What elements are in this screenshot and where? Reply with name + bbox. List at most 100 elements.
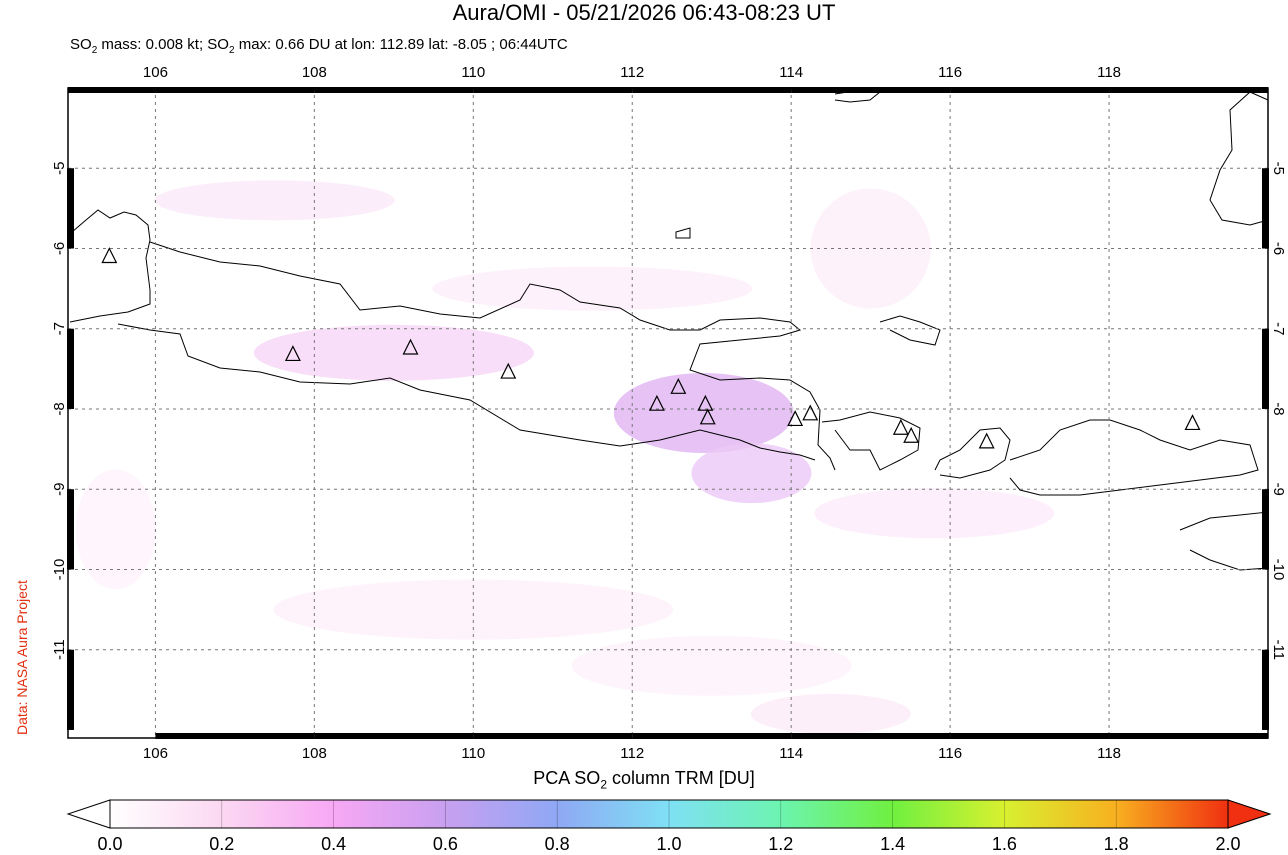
lat-label-right--10: -10 <box>1270 559 1287 581</box>
coastline-7 <box>1209 91 1269 226</box>
frame-bar-top <box>68 87 156 93</box>
lon-label-bottom-110: 110 <box>461 745 485 762</box>
colorbar-tick-label: 0.0 <box>97 834 123 854</box>
colorbar-tick-label: 1.2 <box>768 834 794 854</box>
frame-bar-left <box>67 168 74 249</box>
lat-label-left--10: -10 <box>51 559 68 581</box>
lat-label-right--11: -11 <box>1270 639 1287 660</box>
coastline-5 <box>1009 419 1259 496</box>
volcano-icon <box>892 418 909 435</box>
frame-bar-right <box>1262 649 1269 730</box>
frame-bar-bottom <box>473 733 633 739</box>
lon-label-bottom-116: 116 <box>938 745 962 762</box>
so2-patch-6 <box>273 579 674 640</box>
frame-bar-top <box>473 87 633 93</box>
so2-summary: SO2 mass: 0.008 kt; SO2 max: 0.66 DU at … <box>70 36 568 56</box>
lat-label-right--9: -9 <box>1270 483 1287 496</box>
frame-bar-left <box>67 489 74 570</box>
lon-label-top-116: 116 <box>938 64 962 81</box>
coastline-2 <box>149 241 836 471</box>
lon-label-bottom-106: 106 <box>143 745 168 762</box>
so2-patch-7 <box>571 635 852 696</box>
lat-label-left--9: -9 <box>51 483 68 496</box>
lon-label-bottom-114: 114 <box>779 745 803 762</box>
frame-bar-bottom <box>791 733 951 739</box>
coastline-0 <box>69 209 151 323</box>
volcano-icon <box>697 394 714 411</box>
so2-patch-4 <box>432 266 753 311</box>
lat-label-right--7: -7 <box>1270 322 1287 335</box>
frame-bar-right <box>1262 168 1269 249</box>
coastline-4 <box>934 427 1011 479</box>
colorbar-tick-label: 1.4 <box>880 834 906 854</box>
volcano-icon <box>101 247 118 264</box>
frame-bar-top <box>1109 87 1268 93</box>
volcano-icon <box>787 410 804 427</box>
so2-patch-1 <box>691 443 812 504</box>
volcano-icon <box>500 362 517 379</box>
so2-patch-3 <box>154 180 395 221</box>
colorbar-tick-label: 1.8 <box>1103 834 1129 854</box>
frame-bar-bottom <box>314 733 474 739</box>
lon-label-top-114: 114 <box>779 64 803 81</box>
volcano-icon <box>670 377 687 394</box>
colorbar-tick-label: 0.2 <box>209 834 235 854</box>
page-title: Aura/OMI - 05/21/2026 06:43-08:23 UT <box>452 0 836 25</box>
volcano-icon <box>284 345 301 362</box>
frame-bar-top <box>791 87 951 93</box>
volcano-icon <box>903 426 920 443</box>
coastline-6 <box>1179 511 1269 571</box>
lon-label-bottom-108: 108 <box>302 745 327 762</box>
lat-label-right--6: -6 <box>1270 242 1287 255</box>
colorbar-tick-label: 1.6 <box>991 834 1017 854</box>
volcano-icon <box>402 338 419 355</box>
coastline-10 <box>675 227 691 239</box>
frame-bar-left <box>67 649 74 730</box>
lon-label-bottom-118: 118 <box>1097 745 1121 762</box>
volcano-icon <box>978 432 995 449</box>
frame-bar-bottom <box>1109 733 1268 739</box>
colorbar-tick-label: 0.6 <box>432 834 458 854</box>
frame-bar-top <box>314 87 474 93</box>
so2-patch-5 <box>814 488 1055 539</box>
lat-label-left--5: -5 <box>51 162 68 175</box>
so2-patch-10 <box>750 693 911 734</box>
lat-label-left--11: -11 <box>51 639 68 660</box>
volcano-icon <box>699 408 716 425</box>
colorbar-tick-label: 1.0 <box>656 834 682 854</box>
lat-label-left--7: -7 <box>51 322 68 335</box>
so2-patch-8 <box>810 188 931 309</box>
lon-label-bottom-112: 112 <box>620 745 644 762</box>
so2-patch-9 <box>75 469 156 590</box>
frame-bar-bottom <box>155 733 315 739</box>
lon-label-top-118: 118 <box>1097 64 1121 81</box>
frame-bar-bottom <box>632 733 792 739</box>
frame-bar-bottom <box>950 733 1110 739</box>
lat-label-left--8: -8 <box>51 402 68 415</box>
frame-bar-top <box>155 87 315 93</box>
frame-bar-right <box>1262 328 1269 409</box>
volcano-icon <box>1184 414 1201 431</box>
colorbar-label: PCA SO2 column TRM [DU] <box>533 768 755 792</box>
lon-label-top-108: 108 <box>302 64 327 81</box>
lat-label-left--6: -6 <box>51 242 68 255</box>
frame-bar-top <box>950 87 1110 93</box>
coastline-8 <box>879 315 941 346</box>
volcano-icon <box>648 394 665 411</box>
frame-bar-top <box>632 87 792 93</box>
frame-bar-right <box>1262 489 1269 570</box>
colorbar-tick-label: 2.0 <box>1215 834 1241 854</box>
lon-label-top-106: 106 <box>143 64 168 81</box>
lat-label-right--5: -5 <box>1270 162 1287 175</box>
colorbar-tick-label: 0.8 <box>544 834 570 854</box>
coastline-1 <box>117 323 816 461</box>
volcano-icon <box>802 404 819 421</box>
coastline-3 <box>821 411 921 471</box>
frame-bar-left <box>67 328 74 409</box>
lon-label-top-110: 110 <box>461 64 485 81</box>
so2-patch-0 <box>613 373 794 453</box>
lon-label-top-112: 112 <box>620 64 644 81</box>
colorbar-tick-label: 0.4 <box>321 834 347 854</box>
so2-patch-2 <box>253 324 534 381</box>
